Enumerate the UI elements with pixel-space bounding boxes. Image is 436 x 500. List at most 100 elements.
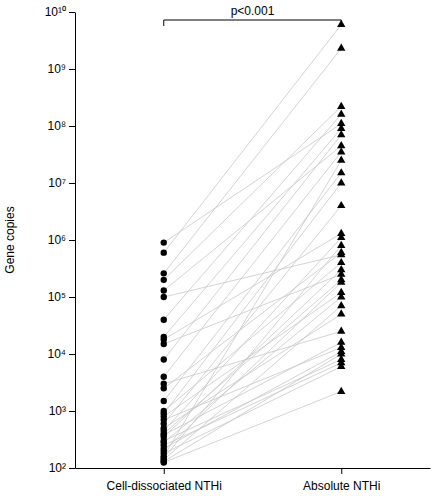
pair-line [164,106,342,279]
pair-line [164,253,342,389]
point [337,233,345,240]
point [161,398,167,404]
y-tick: 10⁸ [48,119,75,133]
point [337,338,345,345]
pair-line [164,331,342,383]
y-tick-mark [69,240,75,241]
y-tick: 10⁹ [48,62,76,76]
y-tick-mark [69,126,75,127]
pair-line [164,206,342,424]
x-tick-mark [341,468,342,474]
y-tick: 10¹⁰ [45,5,75,19]
y-tick-label: 10¹⁰ [45,5,66,19]
pair-line [164,367,342,454]
point [161,456,167,462]
x-tick: Cell-dissociated NTHi [107,468,222,493]
x-tick-label: Cell-dissociated NTHi [107,479,222,493]
point [337,156,345,163]
x-tick-mark [164,468,165,474]
pair-line [164,124,342,243]
point [161,249,167,255]
pair-line [164,292,342,416]
point [161,239,167,245]
point [337,110,345,117]
pair-line [164,152,342,377]
y-tick-label: 10⁷ [48,176,66,190]
point [161,385,167,391]
point [161,277,167,283]
pair-line [164,129,342,337]
point [161,287,167,293]
y-tick-mark [69,468,75,469]
point [337,278,345,285]
x-axis: Cell-dissociated NTHi Absolute NTHi [76,468,431,493]
point [337,301,345,308]
significance-bracket [164,20,342,26]
pair-line [164,306,342,460]
y-tick: 10² [49,461,75,475]
pair-line [164,48,342,273]
pair-line [164,391,342,462]
pair-line [164,183,342,414]
pair-line [164,348,342,420]
pair-line [164,135,342,360]
y-tick: 10⁷ [48,176,75,190]
y-tick: 10⁶ [48,233,75,247]
y-tick-mark [69,354,75,355]
y-tick-label: 10⁹ [48,62,67,76]
y-tick-label: 10³ [49,404,66,418]
point [337,178,345,185]
y-tick-label: 10⁶ [48,233,66,247]
x-tick: Absolute NTHi [303,468,380,493]
y-axis-line [75,13,76,469]
point [337,201,345,208]
y-tick-mark [69,12,75,13]
point [337,147,345,154]
point [161,356,167,362]
pair-line [164,246,342,458]
y-tick-label: 10⁵ [48,290,66,304]
point [337,102,345,109]
chart: 10² 10³ 10⁴ 10⁵ 10⁶ 10⁷ 10⁸ 10⁹ 10¹⁰ Cell-dissoci… [0,0,436,500]
plot-area [161,20,346,466]
pair-line [164,363,342,445]
point [337,241,345,248]
point [337,130,345,137]
pair-line [164,255,342,297]
point [161,294,167,300]
point [337,258,345,265]
y-axis: 10² 10³ 10⁴ 10⁵ 10⁶ 10⁷ 10⁸ 10⁹ 10¹⁰ [45,5,76,475]
point [337,292,345,299]
annotation: p<0.001 [231,4,275,18]
y-axis-title: Gene copies [3,206,17,273]
point [337,387,345,394]
pair-line [164,160,342,456]
point [161,373,167,379]
y-tick-label: 10² [49,461,66,475]
point [337,248,345,255]
pair-line [164,354,342,462]
point [337,349,345,356]
y-tick: 10⁴ [47,347,75,361]
point [337,141,345,148]
point [337,327,345,334]
point [337,44,345,51]
y-tick: 10³ [49,404,75,418]
y-tick-label: 10⁴ [47,347,66,361]
point [337,265,345,272]
pair-line [164,280,342,434]
point [161,270,167,276]
point [337,309,345,316]
y-tick-mark [69,183,75,184]
x-tick-label: Absolute NTHi [303,479,380,493]
y-tick: 10⁵ [48,290,75,304]
y-tick-mark [69,69,75,70]
point [337,362,345,369]
point [161,316,167,322]
point [337,168,345,175]
point [337,124,345,131]
point [161,341,167,347]
x-axis-line [76,468,431,469]
y-tick-label: 10⁸ [48,119,66,133]
y-tick-mark [69,297,75,298]
